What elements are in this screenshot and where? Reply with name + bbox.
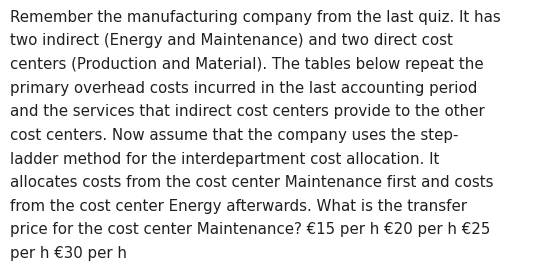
Text: allocates costs from the cost center Maintenance first and costs: allocates costs from the cost center Mai… [10, 175, 493, 190]
Text: from the cost center Energy afterwards. What is the transfer: from the cost center Energy afterwards. … [10, 199, 467, 214]
Text: centers (Production and Material). The tables below repeat the: centers (Production and Material). The t… [10, 57, 484, 72]
Text: per h €30 per h: per h €30 per h [10, 246, 127, 261]
Text: ladder method for the interdepartment cost allocation. It: ladder method for the interdepartment co… [10, 152, 439, 166]
Text: cost centers. Now assume that the company uses the step-: cost centers. Now assume that the compan… [10, 128, 459, 143]
Text: Remember the manufacturing company from the last quiz. It has: Remember the manufacturing company from … [10, 10, 501, 24]
Text: and the services that indirect cost centers provide to the other: and the services that indirect cost cent… [10, 104, 485, 119]
Text: price for the cost center Maintenance? €15 per h €20 per h €25: price for the cost center Maintenance? €… [10, 222, 490, 237]
Text: two indirect (Energy and Maintenance) and two direct cost: two indirect (Energy and Maintenance) an… [10, 33, 453, 48]
Text: primary overhead costs incurred in the last accounting period: primary overhead costs incurred in the l… [10, 81, 478, 95]
